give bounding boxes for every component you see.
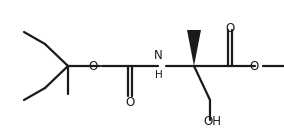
Text: O: O xyxy=(89,59,98,72)
Text: N: N xyxy=(154,49,162,62)
Polygon shape xyxy=(187,30,201,66)
Text: H: H xyxy=(155,70,163,80)
Text: O: O xyxy=(225,22,235,35)
Text: OH: OH xyxy=(203,115,221,128)
Text: O: O xyxy=(249,59,259,72)
Text: O: O xyxy=(125,96,135,109)
